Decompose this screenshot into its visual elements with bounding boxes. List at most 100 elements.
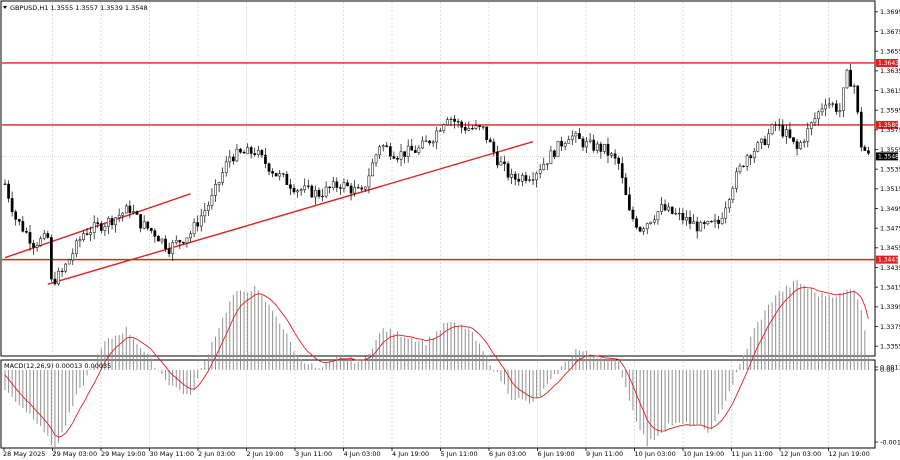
candle-body [231,156,235,162]
candle-body [788,129,792,138]
candle-body [339,187,342,189]
candle-body [513,173,517,180]
candle-body [681,213,685,221]
candle-body [317,190,321,197]
candle-body [192,222,196,235]
candle-body [517,178,521,182]
candle-body [367,175,371,188]
time-tick-label: 10 Jun 19:00 [683,450,724,458]
macd-histogram [4,279,869,454]
candle-body [64,263,68,272]
candle-body [685,217,688,221]
candle-body [620,163,624,178]
candle-body [217,182,221,185]
candle-body [545,163,549,165]
candle-body [560,140,563,147]
candle-body [806,128,810,142]
price-tick-label: 1.3375 [880,323,900,331]
candle-body [624,177,628,196]
chart-title: GBPUSD,H1 1.3555 1.3557 1.3539 1.3548 [10,4,148,12]
candle-body [542,163,546,171]
candle-body [474,125,478,129]
candle-body [196,222,200,227]
candle-body [617,157,621,164]
candle-body [645,223,649,230]
candle-body [57,270,60,285]
price-tick-label: 1.3435 [880,264,900,272]
price-tick-label: 1.3455 [880,244,900,252]
candle-body [428,140,431,144]
candle-body [849,69,852,87]
candle-body [335,181,339,188]
candle-body [403,151,406,157]
candle-body [285,174,289,185]
candle-body [10,198,14,213]
candle-body [471,128,474,130]
candle-body [221,172,224,183]
candle-body [99,223,103,231]
candle-body [492,141,496,153]
candle-body [756,142,760,152]
candle-body [50,237,53,280]
candle-body [809,122,813,129]
time-tick-label: 30 May 11:00 [150,450,195,458]
candle-body [799,142,802,149]
candle-body [182,241,185,244]
candle-body [32,243,35,248]
candle-body [606,143,610,156]
candle-body [745,155,749,167]
time-tick-label: 4 Jun 19:00 [392,450,429,458]
candle-body [385,145,389,147]
candle-body [321,195,324,197]
candle-body [413,150,417,153]
candle-body [124,205,128,214]
candle-body [446,119,449,125]
candle-body [638,227,642,232]
candle-body [842,87,845,111]
candle-body [92,222,96,233]
candle-body [777,124,781,126]
candle-body [149,227,153,232]
candle-body [438,130,442,132]
candle-body [724,207,728,219]
candle-body [353,187,357,194]
time-tick-label: 6 Jun 03:00 [489,450,526,458]
candle-body [374,154,378,164]
macd-tick-label: 0.00 [880,366,894,374]
candle-body [314,190,317,198]
candle-body [549,150,553,164]
candle-body [499,161,503,166]
candle-body [39,238,43,246]
candle-body [813,118,817,123]
candle-body [510,173,513,178]
candle-body [478,125,481,127]
candle-body [792,137,795,142]
candle-body [585,141,588,148]
candle-body [157,236,160,242]
candle-body [845,69,849,89]
candle-body [456,121,460,123]
candle-body [649,221,653,224]
candle-body [142,221,146,229]
candle-body [85,233,89,235]
chart-title-arrow-icon [3,6,7,9]
candle-body [253,153,257,155]
candle-body [342,182,346,189]
candle-body [563,143,567,147]
candle-body [171,242,175,254]
candle-body [817,111,820,119]
candle-body [346,182,349,187]
price-tick-label: 1.3615 [880,87,900,95]
candle-body [146,221,150,229]
candle-body [463,127,467,131]
time-tick-label: 10 Jun 03:00 [635,450,676,458]
candle-body [410,145,414,151]
candle-body [710,221,713,223]
trendline [47,140,534,285]
candle-body [578,133,581,139]
candle-body [160,238,164,242]
candle-body [164,238,167,250]
candle-body [78,239,82,242]
candle-body [631,209,635,219]
